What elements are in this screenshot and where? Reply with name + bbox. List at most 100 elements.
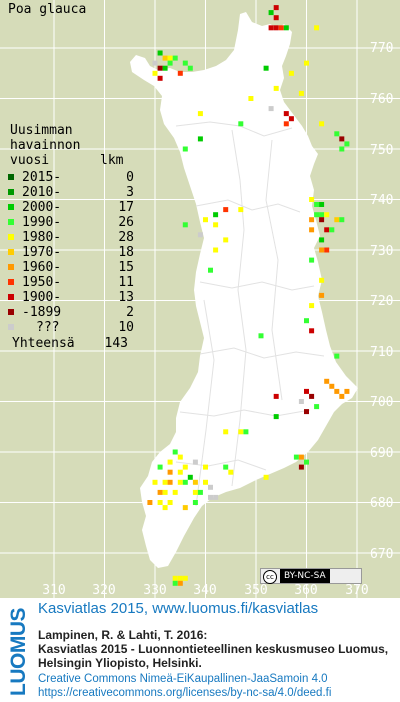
- legend-count: 26: [118, 215, 134, 230]
- legend-swatch: [8, 249, 14, 255]
- observation-square: [248, 96, 254, 101]
- legend-year: 2000-: [22, 200, 62, 215]
- observation-square: [182, 464, 188, 470]
- observation-square: [157, 489, 163, 495]
- observation-square: [182, 479, 188, 485]
- observation-square: [314, 404, 320, 410]
- observation-square: [157, 75, 163, 81]
- legend-swatch: [8, 219, 14, 225]
- region-border: [265, 139, 283, 401]
- observation-square: [182, 60, 188, 66]
- observation-square: [223, 237, 229, 243]
- observation-square: [273, 393, 279, 399]
- observation-square: [339, 217, 345, 223]
- observation-square: [167, 459, 173, 465]
- luomus-logo-text: LUOMUS: [7, 608, 30, 696]
- observation-square: [238, 207, 244, 213]
- cc-badge-label: BY-NC-SA: [280, 569, 330, 583]
- observation-square: [324, 378, 330, 384]
- observation-square: [334, 131, 340, 137]
- license-url[interactable]: https://creativecommons.org/licenses/by-…: [38, 687, 332, 699]
- observation-square: [344, 141, 350, 147]
- observation-square: [192, 479, 198, 485]
- observation-square: [177, 580, 183, 586]
- observation-square: [172, 55, 178, 61]
- legend-swatch: [8, 294, 14, 300]
- observation-square: [339, 146, 345, 152]
- legend-year-header: vuosi: [10, 153, 50, 168]
- region-border: [195, 199, 301, 213]
- observation-square: [243, 429, 249, 435]
- observation-square: [192, 500, 198, 505]
- observation-square: [203, 464, 208, 470]
- legend-year: 2015-: [22, 170, 62, 185]
- observation-square: [319, 217, 325, 223]
- observation-square: [238, 121, 244, 127]
- observation-square: [208, 267, 213, 273]
- legend-count: 10: [118, 320, 134, 335]
- observation-square: [197, 136, 203, 142]
- observation-square: [157, 500, 163, 505]
- observation-square: [192, 489, 198, 495]
- legend-count-header: lkm: [100, 153, 124, 168]
- legend-swatch: [8, 309, 14, 315]
- cc-icon: cc: [263, 570, 277, 584]
- observation-square: [339, 136, 345, 142]
- observation-square: [324, 247, 330, 253]
- observation-square: [324, 227, 330, 233]
- species-name: Poa glauca: [8, 2, 87, 17]
- observation-square: [304, 388, 309, 394]
- observation-square: [208, 484, 213, 490]
- observation-square: [213, 247, 219, 253]
- observation-square: [298, 399, 304, 404]
- legend-year: 1970-: [22, 245, 62, 260]
- legend-count: 17: [118, 200, 134, 215]
- grid-y-label: 690: [370, 446, 394, 461]
- grid-y-label: 750: [370, 143, 394, 158]
- legend-total-label: Yhteensä: [12, 336, 75, 351]
- observation-square: [157, 65, 163, 71]
- cc-license-badge[interactable]: cc BY-NC-SA: [260, 568, 362, 584]
- observation-square: [182, 575, 188, 581]
- observation-square: [177, 70, 183, 76]
- observation-square: [304, 409, 309, 415]
- legend-swatch: [8, 174, 14, 180]
- observation-square: [309, 197, 315, 202]
- legend-count: 2: [126, 305, 134, 320]
- grid-y-label: 700: [370, 395, 394, 410]
- observation-square: [319, 277, 325, 283]
- grid-y-label: 770: [370, 41, 394, 56]
- observation-square: [157, 50, 163, 56]
- grid-y-label: 730: [370, 244, 394, 259]
- legend-swatch: [8, 204, 14, 210]
- region-border: [175, 459, 267, 471]
- observation-square: [203, 217, 208, 223]
- luomus-logo: LUOMUS: [7, 606, 30, 698]
- atlas-title-link[interactable]: Kasviatlas 2015, www.luomus.fi/kasviatla…: [38, 600, 319, 617]
- observation-square: [152, 60, 158, 66]
- observation-square: [314, 212, 320, 218]
- observation-square: [197, 232, 203, 238]
- observation-square: [213, 494, 219, 500]
- observation-square: [167, 55, 173, 61]
- legend-heading-1: Uusimman: [10, 123, 73, 138]
- observation-square: [329, 383, 335, 389]
- legend-year: 2010-: [22, 185, 62, 200]
- observation-square: [167, 500, 173, 505]
- observation-square: [309, 257, 315, 263]
- legend-count: 13: [118, 290, 134, 305]
- observation-square: [162, 505, 168, 511]
- observation-square: [223, 207, 229, 213]
- observation-square: [172, 449, 178, 455]
- region-border: [231, 129, 247, 487]
- observation-square: [329, 227, 335, 233]
- observation-square: [167, 60, 173, 66]
- observation-square: [273, 25, 279, 31]
- observation-square: [152, 70, 158, 76]
- observation-square: [339, 393, 345, 399]
- license-name: Creative Commons Nimeä-EiKaupallinen-Jaa…: [38, 673, 328, 685]
- observation-square: [314, 25, 320, 31]
- observation-square: [298, 464, 304, 470]
- observation-square: [172, 575, 178, 581]
- observation-square: [182, 146, 188, 152]
